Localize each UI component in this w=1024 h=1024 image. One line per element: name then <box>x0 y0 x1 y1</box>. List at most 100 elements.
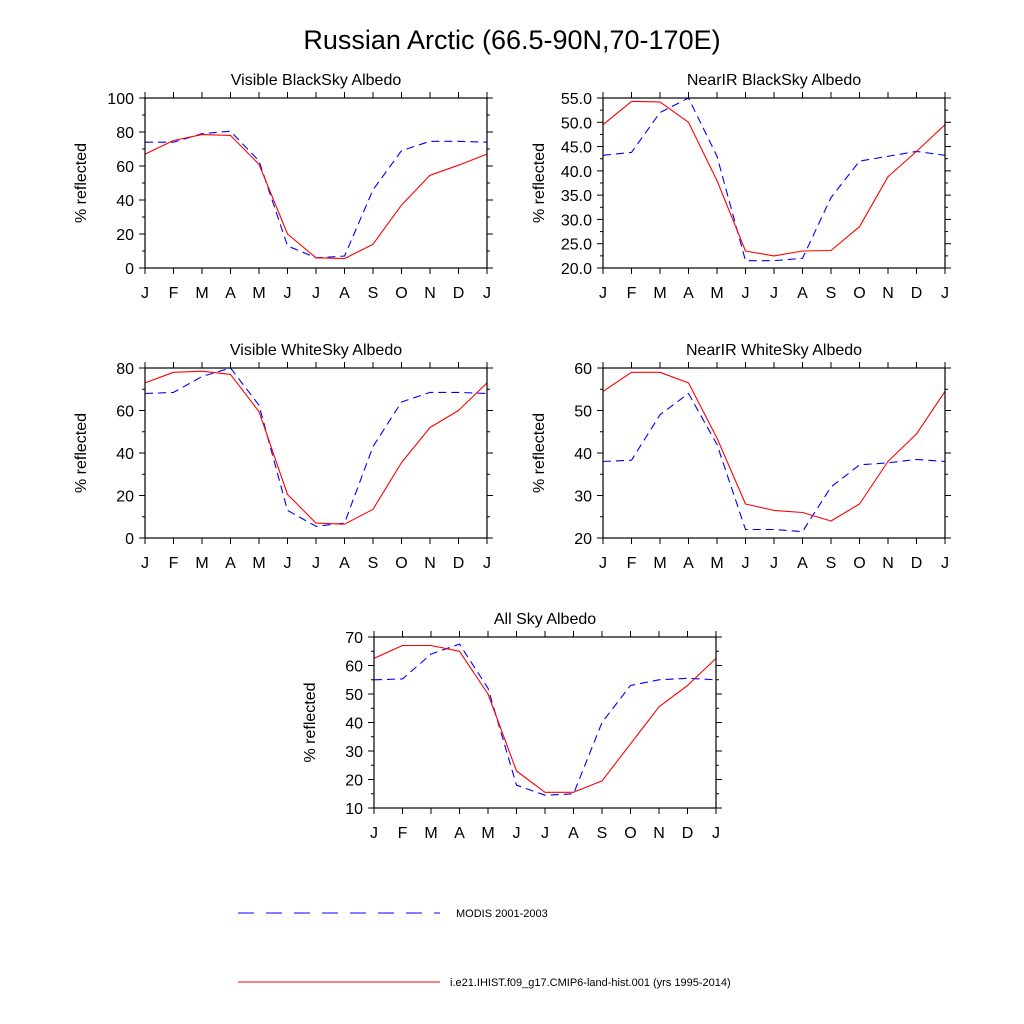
series-line-modis <box>373 643 717 796</box>
y-tick-label: 55.0 <box>561 91 592 108</box>
chart-panel-3: Visible WhiteSky Albedo % reflected 0 20 40 6… <box>73 342 493 572</box>
y-axis-label: % reflected <box>531 143 548 223</box>
x-tick-label: A <box>225 555 236 572</box>
series-line-model <box>144 370 488 525</box>
x-tick-label: J <box>941 285 949 302</box>
series-line-modis <box>602 392 946 533</box>
x-tick-label: A <box>797 555 808 572</box>
panel-title: Visible WhiteSky Albedo <box>230 342 402 359</box>
y-tick-label: 20 <box>345 773 363 790</box>
y-tick-label: 25.0 <box>561 237 592 254</box>
x-tick-label: D <box>453 285 465 302</box>
x-tick-label: A <box>225 285 236 302</box>
y-axis-label: % reflected <box>73 413 90 493</box>
x-tick-label: A <box>568 825 579 842</box>
x-tick-label: J <box>513 825 521 842</box>
x-tick-label: O <box>853 285 865 302</box>
y-axis-label: % reflected <box>302 682 319 762</box>
x-tick-label: J <box>541 825 549 842</box>
y-tick-label: 40.0 <box>561 164 592 181</box>
series-line-modis <box>602 97 946 262</box>
chart-panel-1: Visible BlackSky Albedo % reflected 0 20 40 6… <box>73 72 493 302</box>
x-tick-label: J <box>284 555 292 572</box>
x-tick-label: F <box>627 555 637 572</box>
x-tick-label: A <box>683 285 694 302</box>
y-tick-label: 20 <box>116 227 134 244</box>
y-tick-label: 100 <box>107 91 134 108</box>
x-tick-label: J <box>770 285 778 302</box>
y-tick-label: 60 <box>345 659 363 676</box>
panel-title: NearIR BlackSky Albedo <box>687 72 861 89</box>
chart-panel-5: All Sky Albedo % reflected 10 20 30 40 50 60 70 J… <box>302 611 722 842</box>
x-tick-label: F <box>169 555 179 572</box>
y-tick-label: 70 <box>345 630 363 647</box>
x-tick-label: S <box>597 825 608 842</box>
y-tick-label: 60 <box>116 404 134 421</box>
x-tick-label: F <box>169 285 179 302</box>
x-tick-label: M <box>481 825 494 842</box>
x-tick-label: N <box>653 825 665 842</box>
x-tick-label: N <box>882 555 894 572</box>
x-tick-label: J <box>141 285 149 302</box>
x-tick-label: A <box>339 555 350 572</box>
y-tick-label: 50 <box>345 687 363 704</box>
y-tick-label: 20 <box>574 531 592 548</box>
series-line-model <box>602 100 946 257</box>
x-tick-label: M <box>710 285 723 302</box>
x-tick-label: D <box>911 555 923 572</box>
y-tick-label: 50.0 <box>561 115 592 132</box>
x-tick-label: J <box>599 555 607 572</box>
x-tick-label: J <box>770 555 778 572</box>
x-tick-label: M <box>653 555 666 572</box>
panel-title: NearIR WhiteSky Albedo <box>686 342 862 359</box>
x-tick-label: O <box>624 825 636 842</box>
y-tick-label: 40 <box>574 446 592 463</box>
y-axis-label: % reflected <box>531 413 548 493</box>
x-tick-label: J <box>742 555 750 572</box>
y-tick-label: 35.0 <box>561 188 592 205</box>
x-tick-label: S <box>826 555 837 572</box>
x-tick-label: A <box>797 285 808 302</box>
y-tick-label: 20 <box>116 489 134 506</box>
series-line-modis <box>145 130 488 259</box>
x-tick-label: J <box>312 285 320 302</box>
series-line-model <box>144 134 488 260</box>
legend-label-2: i.e21.IHIST.f09_g17.CMIP6-land-hist.001 … <box>450 977 731 989</box>
x-tick-label: O <box>395 555 407 572</box>
x-tick-label: S <box>826 285 837 302</box>
panel-title: Visible BlackSky Albedo <box>231 72 402 89</box>
plot-frame <box>144 367 488 539</box>
x-tick-label: J <box>141 555 149 572</box>
series-line-model <box>602 371 946 522</box>
x-tick-label: M <box>252 555 265 572</box>
y-tick-label: 80 <box>116 125 134 142</box>
x-tick-label: J <box>712 825 720 842</box>
x-tick-label: N <box>424 285 436 302</box>
x-tick-label: S <box>368 285 379 302</box>
x-tick-label: A <box>339 285 350 302</box>
y-tick-label: 60 <box>116 159 134 176</box>
y-tick-label: 10 <box>345 801 363 818</box>
y-tick-label: 30 <box>574 489 592 506</box>
y-tick-label: 50 <box>574 404 592 421</box>
x-tick-label: M <box>252 285 265 302</box>
plot-frame <box>373 636 717 809</box>
plot-frame <box>602 367 946 539</box>
x-tick-label: J <box>599 285 607 302</box>
x-tick-label: N <box>424 555 436 572</box>
x-tick-label: M <box>195 555 208 572</box>
x-tick-label: S <box>368 555 379 572</box>
y-tick-label: 0 <box>125 531 134 548</box>
x-tick-label: M <box>710 555 723 572</box>
x-tick-label: A <box>454 825 465 842</box>
legend-label-1: MODIS 2001-2003 <box>456 908 548 920</box>
plot-frame <box>144 97 488 269</box>
x-tick-label: J <box>312 555 320 572</box>
x-tick-label: O <box>853 555 865 572</box>
x-tick-label: M <box>195 285 208 302</box>
y-tick-label: 30 <box>345 744 363 761</box>
y-tick-label: 30.0 <box>561 212 592 229</box>
y-tick-label: 20.0 <box>561 261 592 278</box>
x-tick-label: J <box>483 285 491 302</box>
